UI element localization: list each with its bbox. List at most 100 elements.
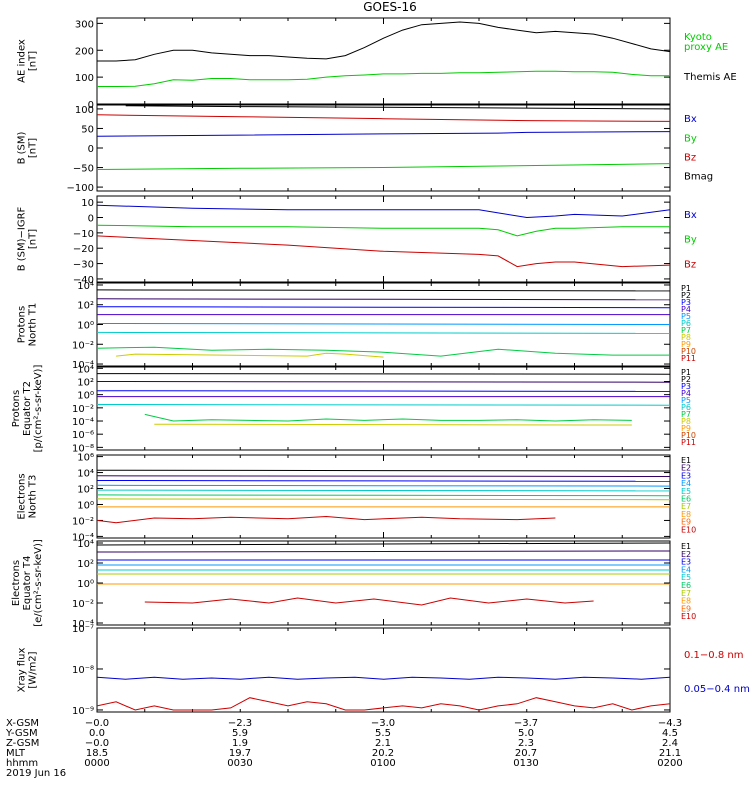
ephemeris-value: 2.4 [662,738,678,749]
series-e1 [96,469,671,472]
series-0-05-0-4-nm [96,676,671,680]
legend-entry: E4 [681,479,691,488]
legend-entry: P10 [681,347,696,356]
y-tick-label: 10⁰ [77,579,94,590]
series-p2 [96,381,671,383]
series-p7 [144,413,632,422]
y-tick-label: 10⁻² [72,516,94,527]
series-p5 [96,404,671,406]
y-axis-label: [nT] [28,229,39,249]
y-tick-label: 0 [88,214,94,225]
legend-entry: E10 [681,525,696,534]
legend-entry: P4 [681,389,691,398]
series-e3 [96,480,671,482]
y-axis-label: AE index [17,39,28,83]
series-e2 [96,475,671,477]
series-p5 [96,323,671,325]
y-axis-label: Xray flux [17,648,28,693]
series-p8 [154,423,632,426]
ephemeris-value: −3.0 [371,718,395,729]
y-tick-label: −10 [73,229,94,240]
legend-entry: proxy AE [684,42,728,53]
y-axis-label: Protons [17,306,28,343]
y-tick-label: 10⁰ [77,321,94,332]
y-axis-label: Equator T4 [22,556,33,611]
legend-entry: P5 [681,312,691,321]
legend-entry: P8 [681,333,691,342]
ephemeris-value: −0.0 [85,738,109,749]
y-axis-label: [p/(cm²-s-sr-keV)] [33,365,44,453]
y-tick-label: 200 [75,46,94,57]
y-axis-label: [nT] [28,51,39,71]
legend-entry: P6 [681,319,691,328]
legend-entry: P8 [681,417,691,426]
y-tick-label: 10² [77,377,94,388]
panel-pn: 10⁴ 10² 10⁰ 10⁻² 10⁻⁴ Protons North T1 P1P2P3P4… [17,281,697,371]
series-e9 [144,597,594,606]
legend-entry: P2 [681,375,691,384]
y-tick-label: 100 [75,73,94,84]
legend-entry: Bx [684,210,697,221]
legend-entry: E6 [681,495,691,504]
ephemeris-label: hhmm [6,758,38,769]
series-bx [96,131,671,137]
legend-entry: By [684,133,697,144]
y-tick-label: 300 [75,19,94,30]
legend-entry: E7 [681,502,691,511]
series-bz [96,114,671,122]
panel-frame [96,195,671,283]
ephemeris-value: 5.5 [375,728,391,739]
y-tick-label: −20 [73,244,94,255]
legend-entry: P9 [681,424,691,433]
legend-entry: E4 [681,565,691,574]
y-tick-label: 10⁻⁴ [72,417,94,428]
series-p6 [96,331,671,334]
ephemeris-value: 19.7 [229,748,251,759]
y-axis-label: Electrons [17,473,28,519]
legend-entry: By [684,235,697,246]
y-tick-label: 10⁻² [72,340,94,351]
legend-entry: E5 [681,487,691,496]
y-tick-label: 10⁻⁴ [72,360,94,371]
legend-entry: E9 [681,604,691,613]
legend-entry: 0.1−0.8 nm [684,650,743,661]
ephemeris-value: 0000 [84,758,109,769]
y-tick-label: 10⁻² [72,404,94,415]
panel-xray: 10⁻⁷ 10⁻⁸ 10⁻⁹ Xray flux [W/m2] 0.1−0.8 nm 0.0… [17,624,750,717]
panel-frame [96,17,671,105]
y-tick-label: 10⁻⁸ [72,443,94,454]
series-e2 [96,550,671,553]
plot-title: GOES-16 [363,0,417,14]
legend-entry: E10 [681,612,696,621]
y-axis-label: [nT] [28,138,39,158]
ephemeris-value: 2.1 [375,738,391,749]
y-tick-label: 10⁰ [77,500,94,511]
panel-frame [96,104,671,192]
legend-entry: E8 [681,510,691,519]
series-bx [96,204,671,219]
y-tick-label: 10⁻² [72,599,94,610]
legend-entry: E2 [681,550,691,559]
ephemeris-label: Z-GSM [6,738,39,749]
ephemeris-label: X-GSM [6,718,39,729]
y-tick-label: 10⁻⁶ [72,430,94,441]
y-axis-label: B (SM) [17,131,28,164]
panel-frame [96,540,671,626]
ephemeris-value: 5.0 [518,728,534,739]
ephemeris-value: 0.0 [89,728,105,739]
panel-pe: 10⁴ 10² 10⁰ 10⁻² 10⁻⁴ 10⁻⁶ 10⁻⁸ Protons Equator … [11,364,696,454]
legend-entry: E2 [681,464,691,473]
y-axis-label: North T1 [28,303,39,347]
ephemeris-value: 4.5 [662,728,678,739]
series-p8 [116,352,384,358]
y-tick-label: 10⁰ [77,391,94,402]
legend-entry: P4 [681,305,691,314]
legend-entry: E3 [681,558,691,567]
legend-entry: P1 [681,284,691,293]
y-tick-label: 10⁻⁴ [72,532,94,543]
legend-entry: Themis AE [683,72,737,83]
series-bmag [125,105,671,110]
series-bz [96,235,671,268]
